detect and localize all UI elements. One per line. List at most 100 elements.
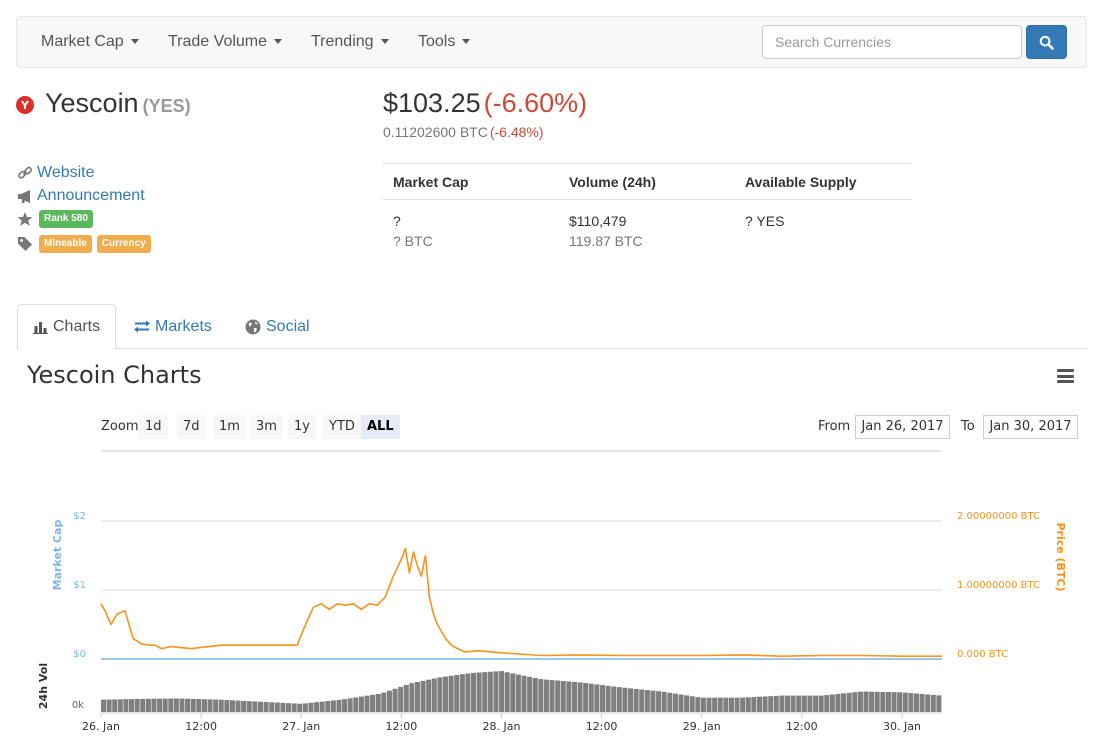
- volume-bar: [628, 688, 634, 712]
- nav-market-cap[interactable]: Market Cap: [41, 17, 139, 67]
- x-axis-tick-label: 28. Jan: [482, 720, 520, 733]
- search-button[interactable]: [1026, 25, 1067, 59]
- coin-symbol: (YES): [142, 96, 191, 116]
- volume-bar: [807, 695, 813, 712]
- tab-label: Markets: [155, 317, 212, 335]
- hamburger-menu-icon[interactable]: [1057, 369, 1074, 383]
- volume-bar: [874, 691, 880, 712]
- left-axis-tick-label: $0: [73, 649, 86, 660]
- volume-bar: [779, 695, 785, 712]
- tab-label: Social: [266, 317, 310, 335]
- volume-bar: [213, 699, 219, 712]
- to-date-input[interactable]: Jan 30, 2017: [983, 415, 1078, 439]
- zoom-button-7d[interactable]: 7d: [177, 415, 206, 439]
- right-axis-tick-label: 0.000 BTC: [957, 649, 1008, 660]
- tab-social[interactable]: Social: [230, 304, 325, 349]
- volume-bar: [813, 695, 819, 712]
- volume-bar: [325, 701, 331, 712]
- tab-label: Charts: [53, 318, 101, 335]
- volume-bar: [499, 671, 505, 712]
- volume-bar: [420, 680, 426, 712]
- volume-bar: [566, 681, 572, 712]
- x-axis-tick-label: 12:00: [386, 720, 418, 733]
- volume-bar: [824, 695, 830, 712]
- volume-bar: [319, 701, 325, 712]
- volume-bar: [913, 693, 919, 712]
- volume-bar: [857, 691, 863, 712]
- volume-bar: [364, 695, 370, 712]
- zoom-button-1y[interactable]: 1y: [288, 415, 316, 439]
- volume-bar: [375, 693, 381, 712]
- caret-down-icon: [462, 39, 471, 45]
- nav-trending[interactable]: Trending: [311, 17, 389, 67]
- search-input[interactable]: [762, 25, 1022, 59]
- coin-logo: Y: [16, 96, 34, 114]
- volume-bar: [785, 695, 791, 712]
- x-axis-tick-label: 12:00: [786, 720, 818, 733]
- tab-bar: Charts Markets Social: [16, 304, 1087, 350]
- announcement-link[interactable]: Announcement: [37, 187, 145, 204]
- stats-header-row: Market Cap Volume (24h) Available Supply: [383, 163, 911, 200]
- zoom-button-1d[interactable]: 1d: [139, 415, 168, 439]
- volume-bar: [678, 694, 684, 712]
- volume-bar: [897, 692, 903, 712]
- zoom-button-3m[interactable]: 3m: [250, 415, 283, 439]
- zoom-button-1m[interactable]: 1m: [213, 415, 246, 439]
- volume-bar: [571, 681, 577, 712]
- volume-bar: [751, 697, 757, 712]
- tag-badge-mineable: Mineable: [39, 235, 92, 253]
- rank-row: Rank 580: [16, 208, 98, 230]
- volume-bar: [308, 702, 314, 712]
- volume-bar: [257, 701, 263, 712]
- price-line: [100, 547, 942, 658]
- star-icon: [16, 210, 34, 228]
- tab-markets[interactable]: Markets: [119, 304, 227, 349]
- volume-bar: [790, 695, 796, 712]
- volume-bar: [846, 692, 852, 712]
- volume-bar: [594, 684, 600, 712]
- volume-bar: [639, 689, 645, 712]
- volume-bar: [117, 699, 123, 712]
- volume-bar: [728, 697, 734, 712]
- website-link[interactable]: Website: [37, 164, 95, 181]
- volume-bar: [280, 702, 286, 712]
- x-axis-tick-label: 30. Jan: [883, 720, 921, 733]
- to-label: To: [961, 419, 975, 434]
- right-axis-title: Price (BTC): [1054, 522, 1067, 591]
- volume-bar: [930, 694, 936, 712]
- price-usd-block: $103.25 (-6.60%): [383, 88, 587, 119]
- volume-bar: [168, 698, 174, 712]
- volume-bar: [151, 698, 157, 712]
- zoom-button-all[interactable]: ALL: [361, 415, 400, 439]
- volume-bar: [123, 699, 129, 712]
- tab-charts[interactable]: Charts: [17, 304, 117, 350]
- volume-bar: [891, 692, 897, 712]
- x-axis-tick-label: 12:00: [586, 720, 618, 733]
- volume-bar: [515, 674, 521, 712]
- volume-bar: [269, 702, 275, 712]
- volume-bar: [302, 703, 308, 712]
- volume-bar: [616, 687, 622, 712]
- caret-down-icon: [274, 39, 283, 45]
- zoom-button-ytd[interactable]: YTD: [323, 415, 361, 439]
- nav-tools[interactable]: Tools: [418, 17, 471, 67]
- volume-bar: [656, 691, 662, 712]
- volume-bar: [229, 700, 235, 712]
- nav-label: Tools: [418, 33, 456, 50]
- volume-bar: [549, 680, 555, 712]
- available-supply: ? YES: [745, 213, 785, 229]
- left-axis-title: Market Cap: [51, 520, 64, 591]
- volume-bar: [768, 696, 774, 712]
- volume-bar: [112, 699, 118, 712]
- volume-bar: [863, 691, 869, 712]
- from-date-input[interactable]: Jan 26, 2017: [855, 415, 950, 439]
- price-chart[interactable]: $2 $1 $0 2.00000000 BTC 1.00000000 BTC 0.000 …: [0, 440, 1102, 746]
- coin-name: Yescoin: [45, 88, 139, 118]
- volume-bar: [476, 672, 482, 712]
- price-change-usd: (-6.60%): [483, 88, 588, 118]
- volume-bar: [426, 679, 432, 712]
- volume-bar: [818, 695, 824, 712]
- volume-bar: [140, 698, 146, 712]
- volume-bar: [358, 696, 364, 712]
- nav-trade-volume[interactable]: Trade Volume: [168, 17, 283, 67]
